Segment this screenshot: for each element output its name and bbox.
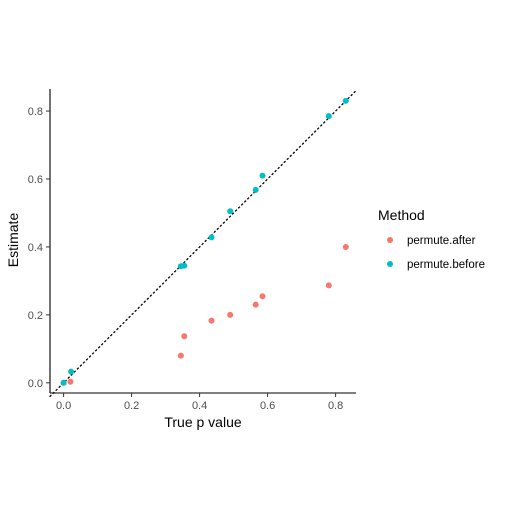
point-permute-after-1 [67,378,74,385]
point-permute-before-6 [252,186,259,193]
point-permute-before-8 [325,113,332,120]
y-tick-label-4: 0.8 [28,106,43,118]
y-tick-label-1: 0.2 [28,310,43,322]
y-tick-label-2: 0.4 [28,242,43,254]
legend-label-permute-before: permute.before [407,259,485,271]
point-permute-before-4 [208,234,215,241]
plot-area [49,90,357,398]
point-permute-before-3 [181,262,188,269]
identity-reference-line [49,90,357,398]
point-permute-after-7 [259,293,266,300]
legend-key-permute-after [387,237,393,243]
x-tick-label-3: 0.6 [260,400,275,412]
point-permute-before-0 [60,379,67,386]
legend-label-permute-after: permute.after [407,235,476,247]
legend-title: Method [378,207,425,223]
point-permute-before-7 [259,172,266,179]
point-permute-after-5 [227,311,234,318]
point-permute-after-4 [208,317,215,324]
x-axis-title: True p value [164,414,242,430]
point-permute-after-8 [325,282,332,289]
point-permute-after-3 [181,333,188,340]
y-tick-label-3: 0.6 [28,174,43,186]
point-permute-before-1 [68,368,75,375]
legend-key-permute-before [387,261,393,267]
point-permute-after-6 [252,301,259,308]
x-tick-label-4: 0.8 [328,400,343,412]
x-tick-label-0: 0.0 [56,400,71,412]
y-tick-label-0: 0.0 [28,378,43,390]
point-permute-before-9 [342,97,349,104]
x-tick-label-2: 0.4 [192,400,207,412]
point-permute-after-2 [177,352,184,359]
point-permute-after-9 [342,243,349,250]
x-tick-label-1: 0.2 [124,400,139,412]
legend: Method permute.after permute.before [378,207,485,271]
y-axis-title: Estimate [5,213,21,268]
point-permute-before-5 [227,208,234,215]
axes: 0.0 0.2 0.4 0.6 0.8 0.0 0.2 0.4 0.6 0.8 [28,89,356,412]
